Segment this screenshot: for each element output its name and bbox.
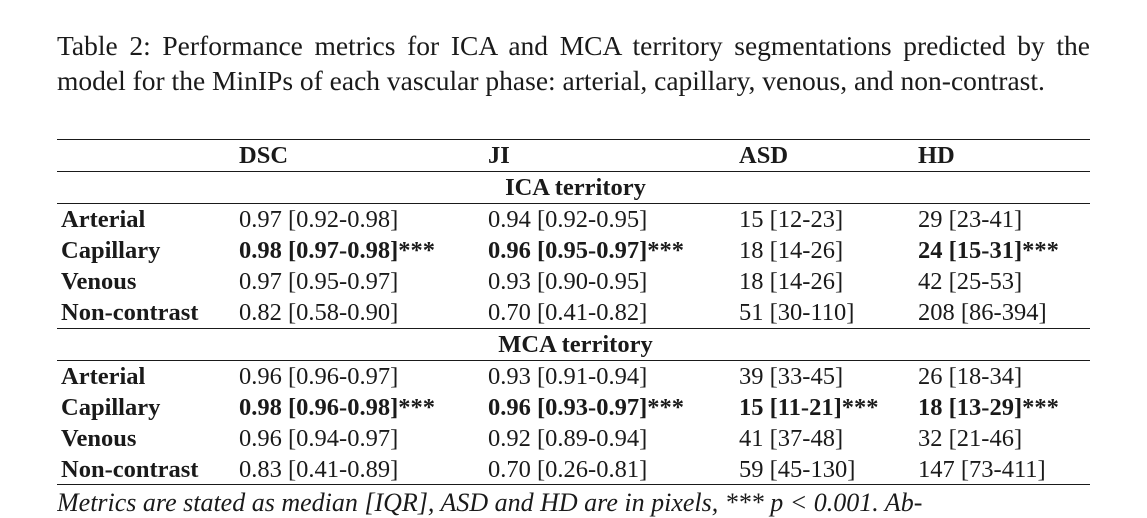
ji-cell: 0.96 [0.95-0.97]***	[488, 237, 684, 264]
dsc-cell: 0.97 [0.95-0.97]	[239, 268, 399, 295]
dsc-cell: 0.98 [0.97-0.98]***	[239, 237, 435, 264]
asd-cell: 18 [14-26]	[739, 268, 844, 295]
ji-cell: 0.96 [0.93-0.97]***	[488, 394, 684, 421]
section-title: MCA territory	[57, 328, 1090, 361]
row-label: Venous	[61, 425, 137, 452]
table-row: Non-contrast 0.83 [0.41-0.89] 0.70 [0.26-0…	[57, 454, 1090, 485]
dsc-cell: 0.96 [0.94-0.97]	[239, 425, 399, 452]
table-row: Non-contrast 0.82 [0.58-0.90] 0.70 [0.41-0…	[57, 297, 1090, 329]
table-row: Arterial 0.97 [0.92-0.98] 0.94 [0.92-0.95]…	[57, 204, 1090, 236]
asd-cell: 41 [37-48]	[739, 425, 844, 452]
asd-cell: 59 [45-130]	[739, 456, 856, 483]
row-label: Non-contrast	[57, 297, 235, 329]
hd-cell: 32 [21-46]	[918, 425, 1023, 452]
table-row: Capillary 0.98 [0.97-0.98]*** 0.96 [0.95-0…	[57, 235, 1090, 266]
hd-cell: 29 [23-41]	[918, 206, 1023, 233]
asd-cell: 51 [30-110]	[735, 297, 914, 329]
header-dsc: DSC	[235, 139, 484, 172]
hd-cell: 208 [86-394]	[914, 297, 1090, 329]
section-row: ICA territory	[57, 171, 1090, 204]
header-asd: ASD	[735, 139, 914, 172]
ji-cell: 0.70 [0.26-0.81]	[488, 456, 648, 483]
dsc-cell: 0.97 [0.92-0.98]	[239, 206, 399, 233]
asd-cell: 39 [33-45]	[739, 363, 844, 390]
hd-cell: 26 [18-34]	[918, 363, 1023, 390]
header-hd: HD	[914, 139, 1090, 172]
ji-cell: 0.93 [0.90-0.95]	[488, 268, 648, 295]
hd-cell: 18 [13-29]***	[918, 394, 1059, 421]
ji-cell: 0.93 [0.91-0.94]	[488, 363, 648, 390]
row-label: Arterial	[61, 206, 146, 233]
row-label: Venous	[61, 268, 137, 295]
dsc-cell: 0.98 [0.96-0.98]***	[239, 394, 435, 421]
table-body: ICA territory Arterial 0.97 [0.92-0.98] 0.9…	[57, 171, 1090, 486]
ji-cell: 0.94 [0.92-0.95]	[488, 206, 648, 233]
dsc-cell: 0.82 [0.58-0.90]	[235, 297, 484, 329]
section-row: MCA territory	[57, 328, 1090, 361]
table-row: Venous 0.96 [0.94-0.97] 0.92 [0.89-0.94] 41…	[57, 423, 1090, 454]
table-header-row: DSC JI ASD HD	[57, 139, 1090, 172]
row-label: Capillary	[61, 237, 161, 264]
table-row: Venous 0.97 [0.95-0.97] 0.93 [0.90-0.95] 18…	[57, 266, 1090, 297]
asd-cell: 18 [14-26]	[739, 237, 844, 264]
metrics-table-container: DSC JI ASD HD ICA territory Arterial 0.97 …	[57, 139, 1090, 485]
row-label: Arterial	[61, 363, 146, 390]
metrics-table: DSC JI ASD HD ICA territory Arterial 0.97 …	[57, 139, 1090, 485]
row-label: Non-contrast	[61, 456, 199, 483]
header-empty	[57, 139, 235, 172]
ji-cell: 0.92 [0.89-0.94]	[488, 425, 648, 452]
ji-cell: 0.70 [0.41-0.82]	[484, 297, 735, 329]
table-row: Arterial 0.96 [0.96-0.97] 0.93 [0.91-0.94]…	[57, 361, 1090, 393]
table-caption: Table 2: Performance metrics for ICA and…	[57, 30, 1090, 96]
hd-cell: 42 [25-53]	[918, 268, 1023, 295]
hd-cell: 147 [73-411]	[918, 456, 1046, 483]
asd-cell: 15 [11-21]***	[739, 394, 879, 421]
table-row: Capillary 0.98 [0.96-0.98]*** 0.96 [0.93-0…	[57, 392, 1090, 423]
row-label: Capillary	[61, 394, 161, 421]
dsc-cell: 0.83 [0.41-0.89]	[239, 456, 399, 483]
hd-cell: 24 [15-31]***	[918, 237, 1059, 264]
header-ji: JI	[484, 139, 735, 172]
section-title: ICA territory	[57, 171, 1090, 204]
asd-cell: 15 [12-23]	[739, 206, 844, 233]
table-footnote: Metrics are stated as median [IQR], ASD …	[57, 484, 1090, 518]
dsc-cell: 0.96 [0.96-0.97]	[239, 363, 399, 390]
